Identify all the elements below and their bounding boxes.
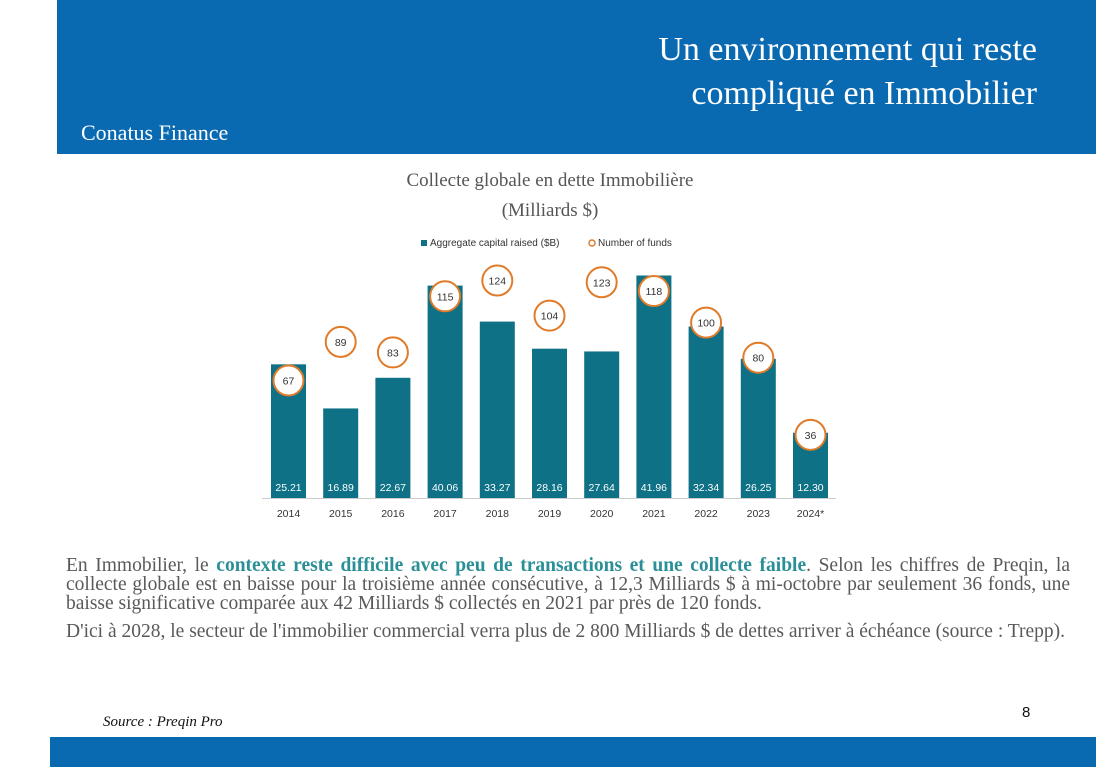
x-tick-2014: 2014 (277, 508, 301, 520)
bar-2018 (479, 321, 515, 498)
legend-swatch-capital (421, 240, 427, 246)
funds-label-2018: 124 (489, 276, 507, 288)
bar-2017 (427, 285, 463, 498)
legend-label-funds: Number of funds (598, 238, 672, 249)
paragraph-1-highlight: contexte reste difficile avec peu de tra… (216, 555, 807, 576)
funds-label-2020: 123 (593, 277, 611, 289)
funds-marker-2024* (794, 418, 827, 451)
chart-title-line1: Collecte globale en dette Immobilière (406, 170, 694, 191)
x-tick-2019: 2019 (538, 508, 562, 520)
bar-label-2021: 41.96 (641, 482, 667, 494)
bar-2020 (584, 351, 620, 498)
paragraph-1-start: En Immobilier, le (66, 555, 217, 576)
funds-label-2022: 100 (697, 318, 715, 330)
bar-label-2016: 22.67 (380, 482, 406, 494)
legend-label-capital: Aggregate capital raised ($B) (430, 238, 560, 249)
header-banner: Un environnement qui reste compliqué en … (57, 0, 1096, 154)
x-tick-2024*: 2024* (797, 508, 824, 520)
x-tick-2021: 2021 (642, 508, 666, 520)
funds-label-2014: 67 (283, 375, 295, 387)
bar-label-2019: 28.16 (536, 482, 562, 494)
funds-label-2023: 80 (752, 353, 764, 365)
bar-2016 (375, 377, 411, 498)
funds-label-2015: 89 (335, 337, 347, 349)
page-number: 8 (1022, 704, 1031, 721)
x-tick-2022: 2022 (694, 508, 718, 520)
funds-marker-2017 (429, 280, 462, 313)
bar-label-2017: 40.06 (432, 482, 458, 494)
funds-marker-2019 (533, 299, 566, 332)
bar-label-2024*: 12.30 (797, 482, 823, 494)
paragraph-2: D'ici à 2028, le secteur de l'immobilier… (66, 621, 1066, 642)
funds-label-2017: 115 (437, 291, 454, 303)
chart-title-line2: (Milliards $) (501, 200, 599, 221)
paragraph-1: En Immobilier, le contexte reste diffici… (66, 555, 1070, 614)
bar-2022 (688, 326, 724, 498)
bar-label-2020: 27.64 (589, 482, 615, 494)
slide-title: Un environnement qui reste compliqué en … (477, 28, 1037, 116)
x-tick-2015: 2015 (329, 508, 353, 520)
funds-marker-2022 (690, 306, 723, 339)
x-tick-2017: 2017 (433, 508, 457, 520)
legend-marker-funds (588, 239, 596, 247)
funds-label-2024*: 36 (805, 430, 817, 442)
bar-label-2018: 33.27 (484, 482, 510, 494)
funds-label-2021: 118 (646, 286, 663, 298)
bar-label-2023: 26.25 (745, 482, 771, 494)
brand-name: Conatus Finance (81, 120, 229, 145)
bar-2015 (323, 408, 359, 498)
bar-label-2022: 32.34 (693, 482, 719, 494)
x-tick-2018: 2018 (486, 508, 510, 520)
funds-marker-2018 (481, 264, 514, 297)
funds-marker-2014 (272, 364, 305, 397)
bar-label-2014: 25.21 (275, 482, 301, 494)
funds-label-2019: 104 (541, 311, 559, 323)
x-tick-2016: 2016 (381, 508, 405, 520)
bar-2019 (532, 348, 567, 498)
funds-marker-2016 (376, 336, 409, 369)
slide-title-line2: compliqué en Immobilier (691, 75, 1037, 112)
paragraph-1-end: . Selon les chiffres de Preqin, la colle… (66, 555, 1070, 614)
source-note: Source : Preqin Pro (103, 714, 223, 730)
funds-marker-2021 (637, 275, 670, 308)
footer-bar (50, 737, 1096, 767)
bar-2023 (740, 358, 776, 498)
bar-label-2015: 16.89 (328, 482, 354, 494)
funds-marker-2023 (742, 341, 775, 374)
slide-title-line1: Un environnement qui reste (658, 31, 1037, 68)
body-text: En Immobilier, le contexte reste diffici… (66, 556, 1070, 650)
funds-marker-2015 (324, 325, 357, 358)
x-tick-2023: 2023 (747, 508, 771, 520)
funds-marker-2020 (585, 266, 618, 299)
funds-label-2016: 83 (387, 347, 399, 359)
bar-2021 (636, 275, 672, 498)
x-tick-2020: 2020 (590, 508, 614, 520)
